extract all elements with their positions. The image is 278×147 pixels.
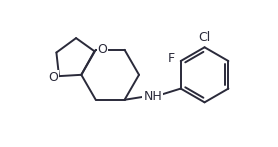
Text: Cl: Cl <box>198 31 211 44</box>
Text: NH: NH <box>143 90 162 103</box>
Text: O: O <box>98 43 107 56</box>
Text: F: F <box>168 52 175 65</box>
Text: O: O <box>48 71 58 84</box>
